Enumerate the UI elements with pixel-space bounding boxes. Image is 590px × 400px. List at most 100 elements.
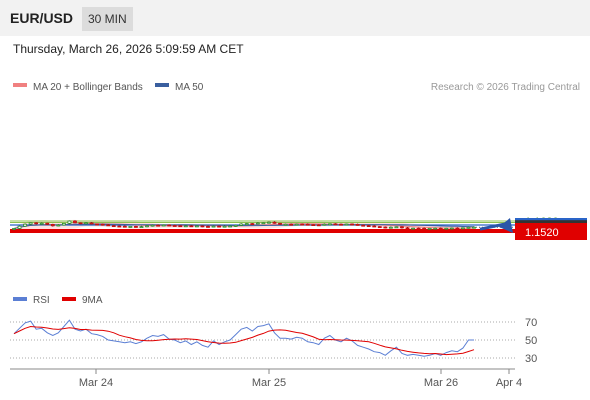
candle-body: [283, 223, 288, 226]
candle: [17, 225, 22, 230]
candle-body: [134, 225, 138, 228]
candle-body: [394, 226, 399, 229]
candle: [289, 223, 294, 226]
candle-body: [39, 222, 44, 225]
candle: [283, 223, 288, 226]
rsi9ma-legend-label: 9MA: [82, 295, 103, 306]
candle-body: [206, 225, 210, 228]
candle-body: [222, 225, 227, 228]
candle-body: [178, 225, 183, 228]
symbol-label: EUR/USD: [10, 10, 74, 26]
candle-body: [361, 224, 366, 227]
candle-body: [350, 223, 354, 226]
candle: [89, 222, 94, 225]
candle: [411, 227, 415, 230]
candle: [361, 224, 366, 227]
candle-body: [156, 224, 160, 227]
candle: [95, 223, 100, 226]
candle: [200, 225, 205, 228]
candle: [472, 226, 476, 229]
candle: [372, 225, 377, 228]
candle-body: [261, 222, 266, 225]
ma20-legend-swatch: [13, 83, 27, 87]
candle-body: [217, 225, 221, 228]
candle: [167, 224, 172, 227]
candle: [272, 221, 277, 224]
time-tick-label: Mar 25: [252, 377, 286, 389]
candle-body: [333, 223, 338, 226]
candle: [350, 223, 354, 226]
candle: [278, 222, 282, 225]
candle-body: [167, 224, 172, 227]
candle: [328, 223, 332, 226]
candle: [50, 223, 55, 227]
forecast-arrow: [479, 218, 513, 233]
candle: [150, 224, 155, 227]
candle: [122, 225, 127, 228]
candle: [311, 224, 316, 227]
candle-body: [50, 223, 55, 227]
candle-body: [106, 224, 111, 227]
rsi9ma-legend-swatch: [62, 297, 76, 301]
candle: [111, 225, 116, 228]
candle: [333, 223, 338, 226]
candle: [23, 223, 27, 227]
candle-body: [89, 222, 94, 225]
candle: [189, 225, 194, 228]
candle: [383, 226, 388, 229]
rsi-tick-label: 70: [525, 317, 537, 329]
candle-body: [328, 223, 332, 226]
candle: [322, 223, 327, 226]
candle: [172, 224, 177, 227]
candle-body: [289, 223, 294, 226]
chart-header: EUR/USD 30 MIN: [0, 0, 590, 36]
candle: [183, 225, 188, 228]
candle-body: [12, 228, 16, 230]
rsi-tick-label: 50: [525, 335, 537, 347]
candle-body: [56, 224, 61, 227]
candle: [466, 226, 471, 229]
candle-body: [272, 221, 277, 224]
candle-body: [300, 223, 305, 226]
candle-body: [200, 225, 205, 228]
timeframe-button[interactable]: 30 MIN: [82, 7, 133, 31]
rsi-panel: 70 50 30: [10, 317, 537, 365]
candle-body: [244, 223, 249, 226]
credit-text: Research © 2026 Trading Central: [431, 82, 580, 93]
candle-body: [311, 224, 316, 227]
candle-body: [211, 225, 216, 228]
forecast-arrow-head: [499, 218, 513, 233]
candle-body: [388, 226, 393, 229]
candle-body: [239, 223, 244, 226]
candle: [117, 225, 122, 228]
candle: [377, 226, 382, 229]
candle: [61, 222, 66, 226]
candle: [455, 227, 460, 230]
rsi-tick-label: 30: [525, 353, 537, 365]
candle: [461, 227, 465, 230]
candle-body: [189, 225, 194, 228]
candle-body: [355, 223, 360, 226]
candle-body: [366, 225, 371, 228]
candle: [194, 225, 199, 228]
candle: [255, 222, 260, 225]
candle-body: [405, 227, 410, 230]
candle: [217, 225, 221, 228]
candle: [400, 226, 404, 229]
candle-body: [150, 224, 155, 227]
candle-body: [233, 224, 238, 227]
candle: [438, 227, 443, 230]
candle-body: [100, 223, 105, 226]
candle-body: [145, 225, 149, 228]
candle-body: [427, 227, 432, 230]
candle-body: [161, 224, 166, 227]
candle: [161, 224, 166, 227]
candle: [12, 228, 16, 231]
candle: [34, 222, 39, 225]
rsi9ma-line: [13, 325, 475, 356]
candle-body: [278, 222, 282, 225]
candle-body: [23, 223, 27, 227]
candle: [45, 222, 50, 225]
candle: [422, 227, 427, 230]
candle-body: [322, 223, 327, 226]
